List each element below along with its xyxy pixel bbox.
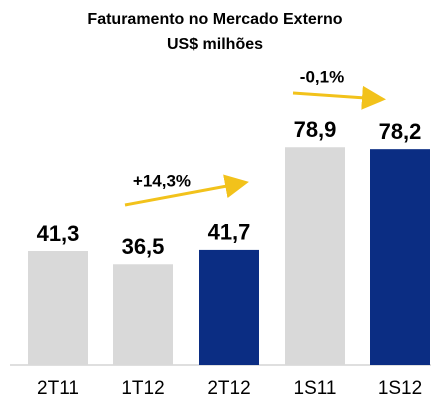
arrow xyxy=(124,174,249,207)
value-label: 41,7 xyxy=(208,220,251,245)
x-tick-label: 1S11 xyxy=(294,378,337,399)
bar xyxy=(285,147,345,365)
value-label: 41,3 xyxy=(37,221,80,246)
chart-title: Faturamento no Mercado Externo xyxy=(87,11,342,28)
annotation: +14,3% xyxy=(133,171,191,190)
x-tick-label: 2T11 xyxy=(37,378,79,399)
x-tick-label: 1T12 xyxy=(121,378,164,399)
bar xyxy=(370,149,430,365)
arrow xyxy=(292,85,386,110)
annotation: -0,1% xyxy=(300,67,344,86)
value-label: 78,2 xyxy=(379,119,422,144)
bar xyxy=(28,251,88,365)
x-tick-label: 2T12 xyxy=(207,378,250,399)
value-label: 36,5 xyxy=(122,234,165,259)
bar xyxy=(113,264,173,365)
value-label: 78,9 xyxy=(294,117,337,142)
bar xyxy=(199,249,259,365)
x-tick-label: 1S12 xyxy=(378,378,422,399)
chart-subtitle: US$ milhões xyxy=(167,36,263,53)
